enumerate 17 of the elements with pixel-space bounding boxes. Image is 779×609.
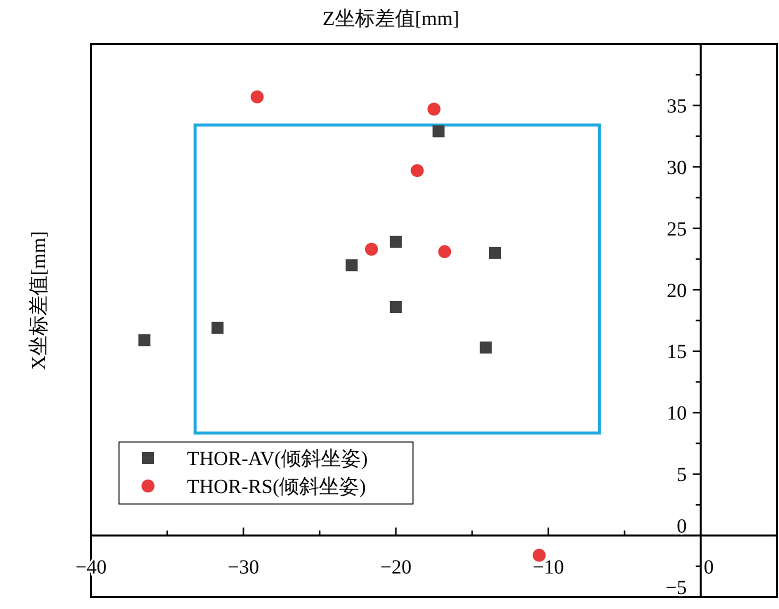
y-tick-label: 5 xyxy=(676,464,687,486)
y-tick-label: 0 xyxy=(676,516,687,538)
legend-label: THOR-RS(倾斜坐姿) xyxy=(187,476,366,498)
y-tick-label: 15 xyxy=(666,341,687,364)
y-tick-label: 10 xyxy=(666,402,687,425)
x-tick-label: 0 xyxy=(704,556,714,579)
y-axis-title: X坐标差值[mm] xyxy=(28,231,50,370)
y-tick-label: 35 xyxy=(666,95,687,118)
x-tick-label: −10 xyxy=(532,556,564,579)
legend-label: THOR-AV(倾斜坐姿) xyxy=(187,448,368,470)
y-tick-label: 25 xyxy=(666,218,687,240)
x-axis-title: Z坐标差值[mm] xyxy=(322,8,460,30)
x-tick-label: −20 xyxy=(380,556,412,579)
x-tick-label: −30 xyxy=(228,556,260,579)
y-tick-label: 20 xyxy=(666,280,687,302)
y-tick-label: 30 xyxy=(666,156,687,179)
y-tick-label: −5 xyxy=(665,577,687,599)
